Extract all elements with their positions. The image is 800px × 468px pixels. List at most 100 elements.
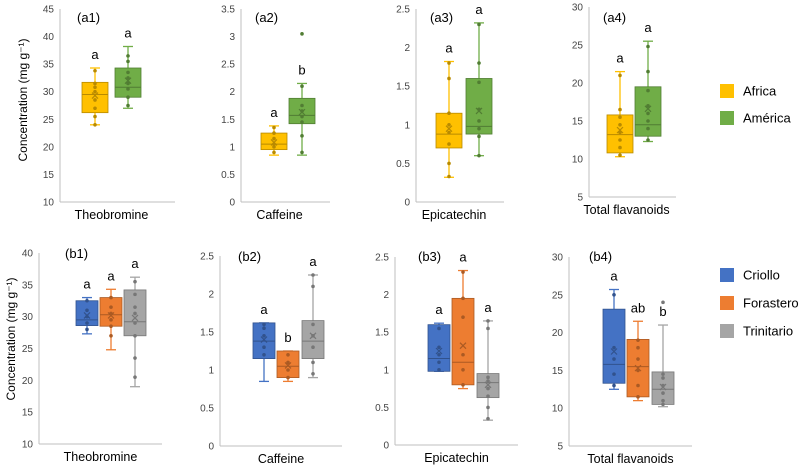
y-tick-label: 1: [229, 142, 235, 153]
data-point: [126, 95, 130, 100]
data-point: [93, 81, 97, 86]
data-point: [661, 376, 665, 380]
data-point: [133, 375, 137, 379]
y-tick-label: 5: [577, 193, 583, 204]
data-point: [109, 295, 113, 300]
data-point: [612, 345, 616, 350]
data-point: [447, 161, 451, 166]
y-tick-label: 25: [572, 41, 584, 52]
data-point: [618, 138, 622, 142]
box-amrica: b: [288, 32, 316, 156]
data-point: [618, 145, 622, 150]
significance-letter: a: [309, 254, 317, 269]
data-point: [300, 120, 304, 124]
mean-marker: [309, 332, 317, 340]
y-tick-label: 1.5: [221, 115, 235, 126]
data-point: [300, 84, 304, 88]
data-point: [126, 103, 130, 108]
y-tick-label: 0.5: [396, 159, 410, 170]
data-point: [461, 296, 465, 301]
data-point: [612, 383, 616, 388]
box-forastero: ab: [626, 300, 650, 402]
box-amrica: a: [634, 20, 662, 143]
legend-origin: Africa América: [720, 84, 791, 126]
chart-panel-a2: 0 0.5 1 1.5 2 2.5 3 3.5 (a2) Caffeine a b: [221, 5, 330, 222]
x-axis-label: Caffeine: [256, 208, 302, 222]
y-tick-label: 20: [43, 142, 55, 153]
y-tick-label: 40: [43, 32, 55, 43]
box-forastero: a: [99, 268, 123, 351]
data-point: [262, 345, 266, 350]
data-point: [477, 80, 481, 85]
data-point: [486, 319, 490, 323]
data-point: [262, 353, 266, 357]
data-point: [126, 81, 130, 86]
y-tick-label: 2.5: [375, 253, 389, 264]
y-tick-label: 1.5: [200, 328, 214, 339]
data-point: [109, 318, 113, 322]
significance-letter: a: [270, 105, 278, 120]
data-point: [447, 142, 451, 146]
data-point: [300, 32, 304, 36]
y-tick-label: 0.5: [200, 404, 214, 415]
y-tick-label: 30: [43, 87, 55, 98]
y-tick-label: 0.5: [375, 403, 389, 414]
data-point: [133, 279, 137, 284]
mean-marker: [124, 77, 132, 85]
data-point: [126, 59, 130, 64]
data-point: [133, 292, 137, 297]
x-axis-label: Epicatechin: [422, 208, 487, 222]
data-point: [636, 338, 640, 342]
box-criollo: a: [252, 302, 276, 383]
data-point: [636, 357, 640, 361]
data-point: [311, 322, 315, 327]
box-iqr: [301, 320, 325, 360]
data-point: [447, 130, 451, 135]
data-point: [300, 114, 304, 119]
data-point: [646, 126, 650, 131]
data-point: [262, 326, 266, 331]
chart-panel-b4: 5 10 15 20 25 30 (b4) Total flavanoids a ab b: [552, 249, 692, 466]
data-point: [661, 398, 665, 403]
data-point: [311, 372, 315, 376]
data-point: [447, 123, 451, 127]
data-point: [109, 305, 113, 309]
data-point: [311, 284, 315, 289]
y-tick-label: 3.5: [221, 5, 235, 16]
box-iqr: [435, 112, 463, 149]
data-point: [300, 103, 304, 108]
y-tick-label: 15: [43, 170, 55, 181]
y-tick-label: 0.5: [221, 170, 235, 181]
data-point: [133, 311, 137, 316]
data-point: [477, 119, 481, 123]
data-point: [93, 98, 97, 102]
data-point: [93, 68, 97, 73]
data-point: [618, 115, 622, 119]
data-point: [486, 416, 490, 421]
data-point: [437, 360, 441, 365]
data-point: [286, 375, 290, 380]
data-point: [618, 73, 622, 78]
y-tick-label: 40: [22, 249, 34, 260]
y-tick-label: 0: [208, 442, 214, 453]
data-point: [93, 106, 97, 111]
data-point: [618, 153, 622, 157]
y-tick-label: 10: [43, 198, 55, 209]
data-point: [133, 321, 137, 325]
data-point: [461, 383, 465, 387]
data-point: [447, 111, 451, 116]
box-trinitario: a: [476, 300, 500, 421]
significance-letter: a: [91, 47, 99, 62]
legend-genotype: Criollo Forastero Trinitario: [720, 268, 799, 339]
data-point: [661, 391, 665, 395]
y-tick-label: 2.5: [396, 5, 410, 16]
y-tick-label: 25: [43, 115, 55, 126]
significance-letter: a: [644, 20, 652, 35]
data-point: [461, 368, 465, 372]
y-tick-label: 10: [22, 440, 34, 451]
y-tick-label: 2: [229, 87, 235, 98]
legend-label: Africa: [743, 84, 777, 99]
data-point: [272, 131, 276, 135]
legend-label: Criollo: [743, 268, 780, 283]
data-point: [477, 153, 481, 158]
